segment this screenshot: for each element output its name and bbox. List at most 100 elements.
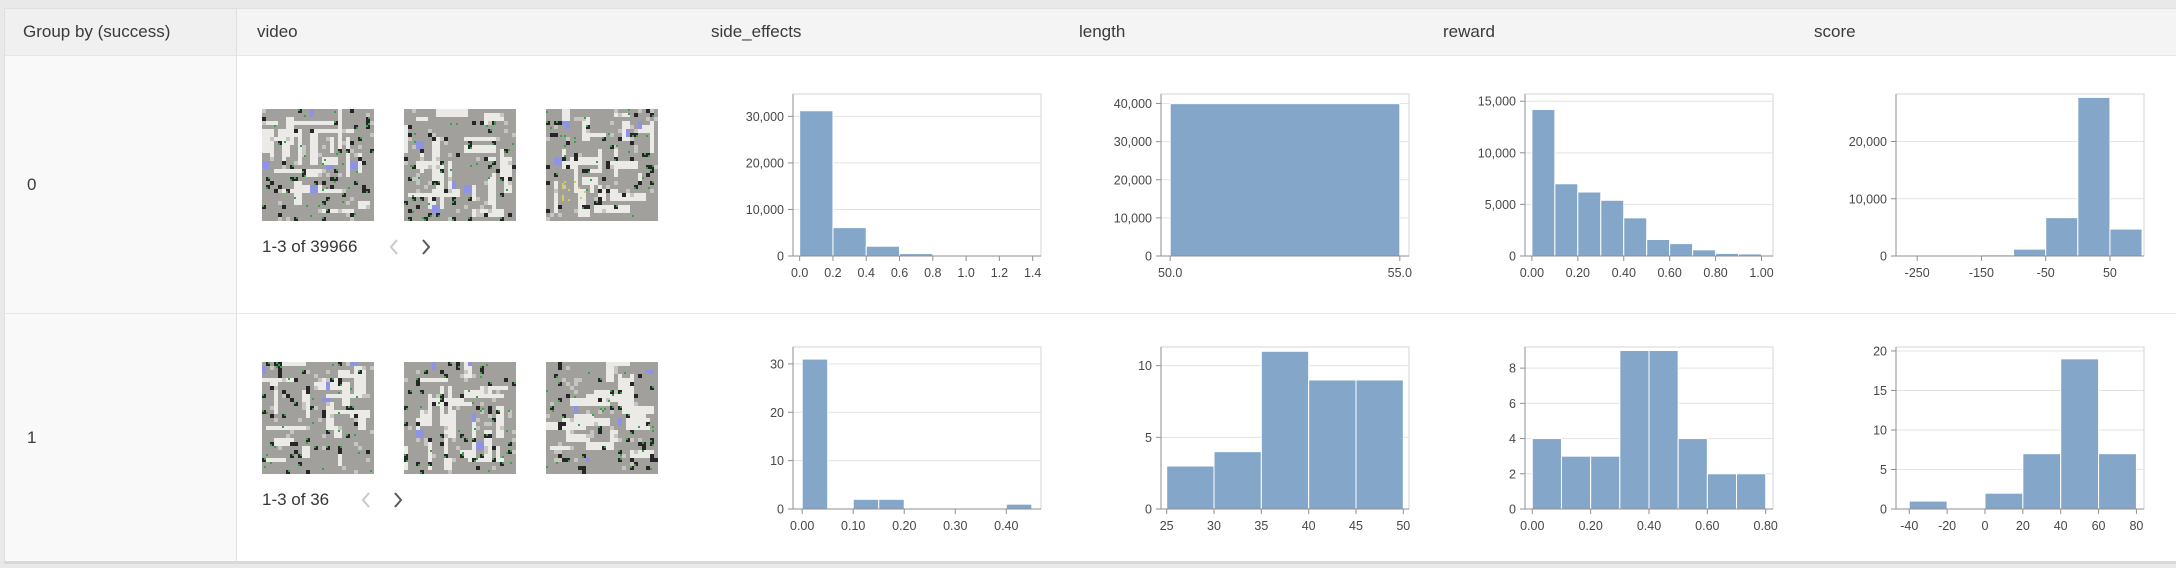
chevron-left-icon	[361, 491, 370, 508]
column-header-video[interactable]: video	[237, 9, 691, 56]
histogram-score-group1: 0 5 10 15 20 -40 -20 0 20 40 60 80	[1873, 344, 2145, 533]
column-header-side-effects[interactable]: side_effects	[691, 9, 1059, 56]
svg-text:20,000: 20,000	[1849, 135, 1887, 149]
svg-text:0.40: 0.40	[1637, 519, 1661, 533]
video-thumbnail[interactable]	[546, 361, 658, 474]
svg-text:2: 2	[1509, 467, 1516, 481]
histogram-side-effects-group0: 0 10,000 20,000 30,000 0.0 0.2 0.4 0.6 0.8 1.0 1.2…	[746, 93, 1042, 280]
svg-text:10: 10	[1873, 423, 1887, 437]
column-header-length[interactable]: length	[1059, 9, 1423, 56]
chart-cell-length: 0 5 10 25 30 35 40 45 50	[1059, 314, 1423, 561]
svg-text:30: 30	[770, 357, 784, 371]
chevron-left-icon	[390, 238, 399, 255]
pagination-prev-button[interactable]	[359, 490, 372, 510]
svg-text:0.0: 0.0	[791, 266, 808, 280]
histogram-length-group1: 0 5 10 25 30 35 40 45 50	[1138, 346, 1410, 533]
chart-cell-reward: 0 2 4 6 8 0.00 0.20 0.40 0.60 0.80	[1423, 314, 1794, 561]
video-thumbnail[interactable]	[262, 361, 374, 474]
column-header-group-by[interactable]: Group by (success)	[5, 9, 237, 56]
column-header-label: video	[257, 22, 298, 41]
video-thumbnail[interactable]	[262, 108, 374, 221]
svg-text:35: 35	[1254, 519, 1268, 533]
svg-text:55.0: 55.0	[1388, 266, 1412, 280]
svg-text:-150: -150	[1969, 266, 1994, 280]
svg-text:5: 5	[1145, 430, 1152, 444]
svg-text:0.00: 0.00	[1520, 519, 1544, 533]
svg-text:0: 0	[777, 502, 784, 516]
video-thumbnail[interactable]	[404, 108, 516, 221]
video-cell: 1-3 of 39966	[237, 56, 691, 314]
svg-text:25: 25	[1160, 519, 1174, 533]
video-pagination: 1-3 of 36	[262, 486, 405, 514]
column-header-label: reward	[1443, 22, 1495, 41]
video-thumbnail[interactable]	[404, 361, 516, 474]
svg-text:45: 45	[1349, 519, 1363, 533]
svg-text:30,000: 30,000	[1114, 135, 1152, 149]
chart-cell-score: 0 5 10 15 20 -40 -20 0 20 40 60 80	[1794, 314, 2176, 561]
column-header-score[interactable]: score	[1794, 9, 2176, 56]
svg-text:10,000: 10,000	[746, 202, 784, 216]
histogram-reward-group0: 0 5,000 10,000 15,000 0.00 0.20 0.40 0.60 0.80 1.…	[1478, 93, 1774, 280]
group-value-cell: 0	[5, 56, 237, 314]
histogram-side-effects-group1: 0 10 20 30 0.00 0.10 0.20 0.30 0.40	[770, 346, 1042, 533]
svg-text:0.80: 0.80	[1703, 266, 1727, 280]
svg-text:50: 50	[2103, 266, 2117, 280]
svg-text:40,000: 40,000	[1114, 97, 1152, 111]
column-header-label: side_effects	[711, 22, 802, 41]
svg-text:0.20: 0.20	[1578, 519, 1602, 533]
svg-text:1.0: 1.0	[957, 266, 974, 280]
svg-text:5,000: 5,000	[1485, 197, 1516, 211]
svg-text:0.20: 0.20	[892, 519, 916, 533]
svg-text:0: 0	[1509, 502, 1516, 516]
svg-text:0: 0	[1982, 519, 1989, 533]
svg-text:20: 20	[770, 405, 784, 419]
svg-text:8: 8	[1509, 361, 1516, 375]
svg-text:0.6: 0.6	[891, 266, 908, 280]
column-header-label: Group by (success)	[23, 22, 171, 41]
pagination-next-button[interactable]	[420, 237, 433, 257]
svg-text:80: 80	[2129, 519, 2143, 533]
svg-text:40: 40	[1302, 519, 1316, 533]
pagination-next-button[interactable]	[392, 490, 405, 510]
chart-cell-side-effects: 0 10 20 30 0.00 0.10 0.20 0.30 0.40	[691, 314, 1059, 561]
column-header-reward[interactable]: reward	[1423, 9, 1794, 56]
pagination-range-label: 1-3 of 36	[262, 489, 330, 509]
svg-text:0.60: 0.60	[1657, 266, 1681, 280]
svg-text:0.10: 0.10	[841, 519, 865, 533]
svg-text:0.80: 0.80	[1754, 519, 1778, 533]
chevron-right-icon	[394, 491, 403, 508]
svg-text:0: 0	[1509, 249, 1516, 263]
svg-text:0.60: 0.60	[1695, 519, 1719, 533]
chart-cell-side-effects: 0 10,000 20,000 30,000 0.0 0.2 0.4 0.6 0.8 1.0 1.2…	[691, 56, 1059, 314]
column-header-label: score	[1814, 22, 1856, 41]
svg-text:15: 15	[1873, 383, 1887, 397]
histogram-length-group0: 0 10,000 20,000 30,000 40,000 50.0 55.0	[1114, 93, 1412, 280]
svg-text:0.4: 0.4	[858, 266, 875, 280]
video-pagination: 1-3 of 39966	[262, 233, 433, 261]
pagination-prev-button[interactable]	[387, 237, 400, 257]
svg-text:15,000: 15,000	[1478, 94, 1516, 108]
svg-text:0.20: 0.20	[1566, 266, 1590, 280]
svg-text:50.0: 50.0	[1158, 266, 1182, 280]
svg-text:0: 0	[1145, 502, 1152, 516]
svg-text:30,000: 30,000	[746, 109, 784, 123]
svg-text:1.2: 1.2	[991, 266, 1008, 280]
svg-text:0.00: 0.00	[1520, 266, 1544, 280]
svg-text:50: 50	[1396, 519, 1410, 533]
svg-text:20: 20	[1873, 344, 1887, 358]
histogram-reward-group1: 0 2 4 6 8 0.00 0.20 0.40 0.60 0.80	[1509, 346, 1778, 533]
svg-text:6: 6	[1509, 396, 1516, 410]
grouped-runs-table: Group by (success) video side_effects le…	[4, 8, 2176, 564]
video-thumbnail[interactable]	[546, 108, 658, 221]
svg-text:-40: -40	[1900, 519, 1918, 533]
svg-text:0.8: 0.8	[924, 266, 941, 280]
svg-text:-250: -250	[1905, 266, 1930, 280]
svg-text:20: 20	[2016, 519, 2030, 533]
svg-text:0.30: 0.30	[943, 519, 967, 533]
svg-text:40: 40	[2054, 519, 2068, 533]
histogram-score-group0: 0 10,000 20,000 -250 -150 -50 50	[1849, 93, 2145, 280]
video-thumbnail-strip	[262, 108, 658, 221]
chevron-right-icon	[422, 238, 431, 255]
group-value: 1	[27, 427, 37, 447]
svg-text:30: 30	[1207, 519, 1221, 533]
